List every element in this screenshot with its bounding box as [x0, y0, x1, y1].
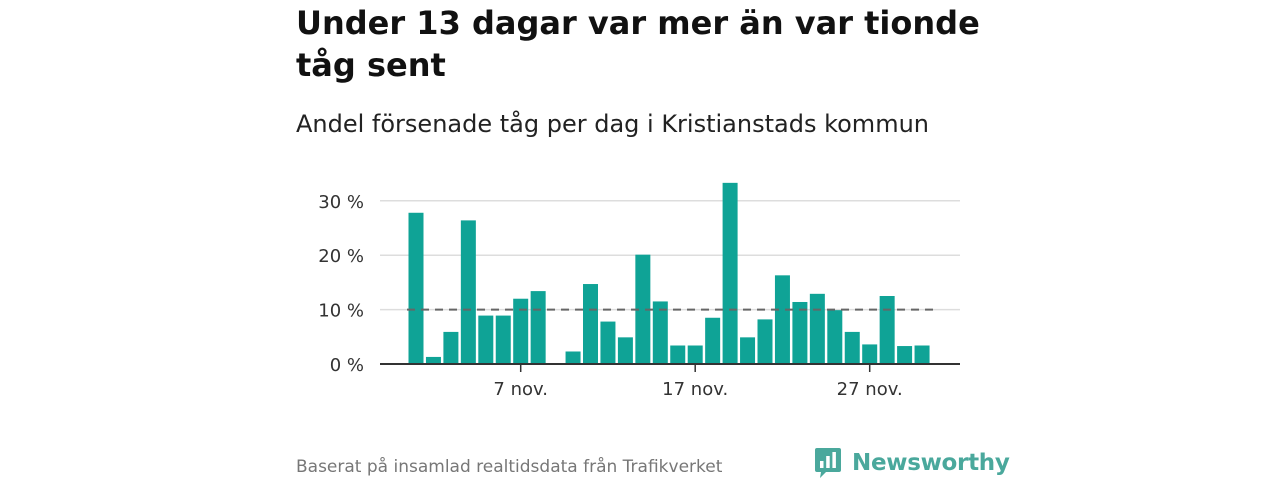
- bar: [757, 319, 773, 364]
- bar: [879, 296, 895, 364]
- bar: [635, 254, 651, 364]
- brand-name: Newsworthy: [852, 450, 1010, 476]
- bar: [530, 291, 546, 364]
- bar: [705, 317, 721, 364]
- bar: [425, 356, 441, 364]
- source-note: Baserat på insamlad realtidsdata från Tr…: [296, 457, 723, 477]
- bar-chart-icon: [815, 448, 841, 478]
- bar: [722, 182, 738, 364]
- bar-chart: 0 % 10 % 20 % 30 % 7 nov. 17 nov. 27 nov.: [318, 182, 960, 400]
- x-tick-label: 7 nov.: [493, 379, 548, 400]
- bar: [652, 301, 668, 364]
- y-tick-label: 10 %: [318, 301, 364, 322]
- bar: [792, 301, 808, 364]
- bar: [670, 345, 686, 364]
- brand-logo: Newsworthy: [814, 446, 1010, 480]
- bar: [827, 310, 843, 364]
- bar: [862, 344, 878, 364]
- bar: [687, 345, 703, 364]
- bar: [443, 331, 459, 364]
- chart-title: Under 13 dagar var mer än var tionde tåg…: [296, 4, 980, 84]
- bar: [408, 212, 424, 364]
- bar: [583, 284, 598, 364]
- y-tick-label: 0 %: [330, 355, 364, 376]
- bar: [460, 220, 476, 364]
- chart-subtitle: Andel försenade tåg per dag i Kristianst…: [296, 110, 929, 138]
- bar: [513, 298, 529, 364]
- bar: [617, 337, 633, 364]
- bar: [740, 337, 756, 364]
- x-tick-label: 17 nov.: [662, 379, 728, 400]
- bars: [408, 182, 930, 364]
- bar: [495, 315, 511, 364]
- bar: [914, 345, 930, 364]
- bar: [565, 351, 581, 364]
- y-tick-label: 20 %: [318, 246, 364, 267]
- y-axis-ticks: 0 % 10 % 20 % 30 %: [318, 192, 364, 376]
- x-tick-label: 27 nov.: [837, 379, 903, 400]
- bar: [774, 275, 790, 364]
- gridlines: [380, 200, 960, 311]
- bar: [600, 321, 616, 364]
- bar: [478, 315, 494, 364]
- bar: [897, 346, 913, 364]
- bar: [809, 293, 825, 364]
- bar: [844, 331, 860, 364]
- x-axis-ticks: 7 nov. 17 nov. 27 nov.: [493, 364, 903, 400]
- y-tick-label: 30 %: [318, 192, 364, 213]
